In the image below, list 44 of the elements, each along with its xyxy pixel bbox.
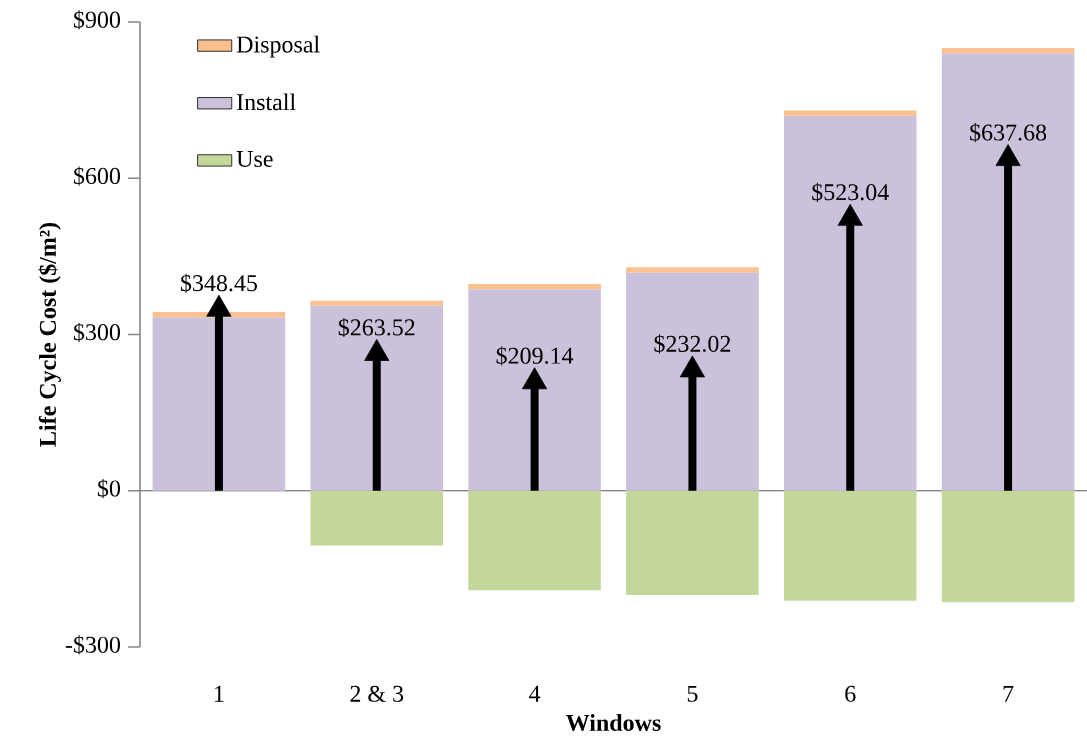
x-axis-title: Windows — [566, 714, 661, 732]
bar — [310, 490, 444, 546]
bar — [941, 53, 1075, 491]
x-tick-label: 7 — [1003, 685, 1014, 702]
bar — [468, 283, 601, 290]
point — [522, 367, 548, 390]
point — [995, 144, 1021, 167]
data-label: $637.68 — [970, 123, 1047, 143]
bar — [783, 110, 917, 116]
bar — [152, 317, 286, 491]
bar — [626, 272, 759, 491]
data-label: $209.14 — [496, 346, 574, 366]
bar — [626, 267, 759, 273]
data-label: $523.04 — [812, 182, 889, 202]
bar — [310, 305, 444, 491]
y-tick-label: $900 — [73, 10, 121, 30]
x-tick-label: 2 & 3 — [350, 685, 404, 702]
data-label: $232.02 — [654, 334, 731, 354]
data-label: $263.52 — [338, 317, 415, 338]
y-axis-title: Life Cycle Cost ($/m²) — [38, 223, 61, 447]
bar — [310, 300, 444, 306]
legend-label: Use — [236, 151, 273, 167]
data-label: $348.45 — [180, 273, 257, 293]
point — [364, 339, 390, 361]
x-tick-label: 1 — [215, 685, 224, 702]
point — [206, 294, 232, 317]
bar — [941, 490, 1075, 603]
bar — [783, 490, 917, 601]
y-tick-label: $600 — [73, 166, 121, 186]
bar — [941, 48, 1075, 54]
bar — [783, 115, 917, 491]
y-tick-label: $300 — [73, 322, 121, 342]
legend-label: Install — [237, 93, 296, 111]
y-tick-label: -$300 — [65, 635, 121, 655]
legend-label: Disposal — [236, 35, 320, 58]
bar — [626, 490, 759, 595]
x-tick-label: 5 — [687, 685, 698, 702]
y-tick-label: $0 — [97, 478, 121, 499]
bar — [468, 289, 601, 491]
bar — [468, 490, 601, 591]
point — [679, 355, 705, 378]
x-tick-label: 6 — [845, 685, 856, 702]
point — [837, 203, 863, 226]
x-tick-label: 4 — [529, 685, 541, 702]
